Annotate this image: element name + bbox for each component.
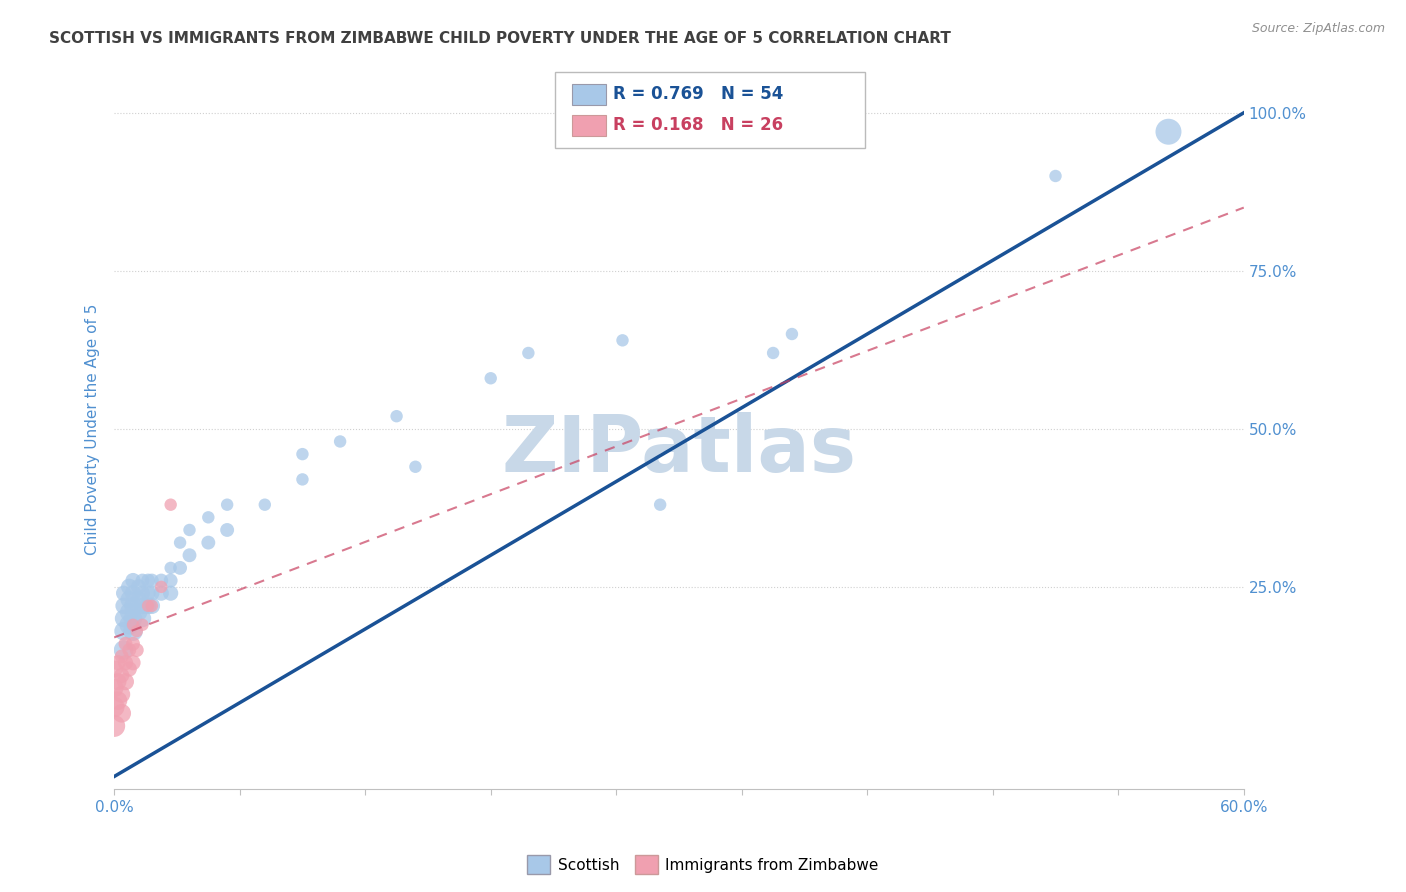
Point xyxy=(650,498,672,512)
Point xyxy=(197,510,219,524)
Point xyxy=(612,334,634,348)
Point xyxy=(136,599,159,613)
Point xyxy=(291,472,314,486)
Point xyxy=(112,611,135,625)
Point xyxy=(329,434,352,449)
Point xyxy=(112,624,135,639)
Point xyxy=(122,574,145,588)
Legend: Scottish, Immigrants from Zimbabwe: Scottish, Immigrants from Zimbabwe xyxy=(522,849,884,880)
Point xyxy=(131,617,153,632)
Point xyxy=(141,586,163,600)
Point xyxy=(169,535,191,549)
Point xyxy=(141,599,163,613)
Point xyxy=(131,611,153,625)
Text: Source: ZipAtlas.com: Source: ZipAtlas.com xyxy=(1251,22,1385,36)
Point xyxy=(1045,169,1067,183)
Point xyxy=(122,624,145,639)
Point xyxy=(118,617,141,632)
Point xyxy=(112,599,135,613)
Point xyxy=(517,346,540,360)
Point xyxy=(136,586,159,600)
Text: SCOTTISH VS IMMIGRANTS FROM ZIMBABWE CHILD POVERTY UNDER THE AGE OF 5 CORRELATIO: SCOTTISH VS IMMIGRANTS FROM ZIMBABWE CHI… xyxy=(49,31,950,46)
Point xyxy=(118,605,141,619)
Point xyxy=(131,599,153,613)
Point xyxy=(107,656,129,670)
Point xyxy=(103,681,125,695)
Point xyxy=(103,719,125,733)
FancyBboxPatch shape xyxy=(572,115,606,136)
Point xyxy=(141,599,163,613)
Point xyxy=(141,574,163,588)
Point xyxy=(118,643,141,657)
Point xyxy=(762,346,785,360)
Point xyxy=(479,371,502,385)
Point xyxy=(179,548,201,562)
Point xyxy=(114,674,136,689)
Point xyxy=(114,656,136,670)
Point xyxy=(111,649,134,664)
Point xyxy=(136,574,159,588)
Point xyxy=(125,624,148,639)
Point xyxy=(217,498,239,512)
Point xyxy=(128,580,150,594)
Text: R = 0.769   N = 54: R = 0.769 N = 54 xyxy=(613,86,783,103)
Point xyxy=(159,586,181,600)
Point xyxy=(128,592,150,607)
Point xyxy=(197,535,219,549)
Point xyxy=(150,580,173,594)
Point xyxy=(103,662,125,676)
FancyBboxPatch shape xyxy=(555,72,865,148)
Point xyxy=(291,447,314,461)
Point xyxy=(159,574,181,588)
Point xyxy=(111,706,134,721)
Point xyxy=(217,523,239,537)
Point xyxy=(118,592,141,607)
Point xyxy=(107,674,129,689)
Y-axis label: Child Poverty Under the Age of 5: Child Poverty Under the Age of 5 xyxy=(86,303,100,555)
Point xyxy=(404,459,426,474)
Point xyxy=(118,662,141,676)
Point xyxy=(128,605,150,619)
Point xyxy=(159,498,181,512)
Point xyxy=(780,326,803,341)
Text: R = 0.168   N = 26: R = 0.168 N = 26 xyxy=(613,117,783,135)
Point xyxy=(122,637,145,651)
Text: ZIPatlas: ZIPatlas xyxy=(502,412,856,489)
Point xyxy=(122,656,145,670)
Point xyxy=(1157,125,1180,139)
Point xyxy=(122,599,145,613)
Point xyxy=(150,586,173,600)
Point xyxy=(118,580,141,594)
Point xyxy=(159,561,181,575)
Point xyxy=(179,523,201,537)
Point xyxy=(253,498,276,512)
Point xyxy=(112,586,135,600)
Point xyxy=(107,693,129,707)
Point xyxy=(169,561,191,575)
Point xyxy=(150,574,173,588)
Point xyxy=(112,643,135,657)
Point xyxy=(131,574,153,588)
Point xyxy=(111,668,134,682)
Point xyxy=(136,599,159,613)
Point xyxy=(114,637,136,651)
Point xyxy=(131,586,153,600)
Point xyxy=(111,687,134,701)
Point xyxy=(122,586,145,600)
Point xyxy=(385,409,408,424)
Point xyxy=(125,643,148,657)
FancyBboxPatch shape xyxy=(572,85,606,104)
Point xyxy=(103,700,125,714)
Point xyxy=(122,617,145,632)
Point xyxy=(122,611,145,625)
